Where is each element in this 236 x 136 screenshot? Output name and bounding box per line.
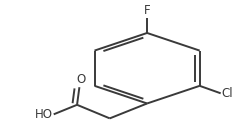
Text: F: F <box>144 4 150 17</box>
Text: Cl: Cl <box>222 87 233 100</box>
Text: O: O <box>76 73 85 86</box>
Text: HO: HO <box>34 108 53 121</box>
